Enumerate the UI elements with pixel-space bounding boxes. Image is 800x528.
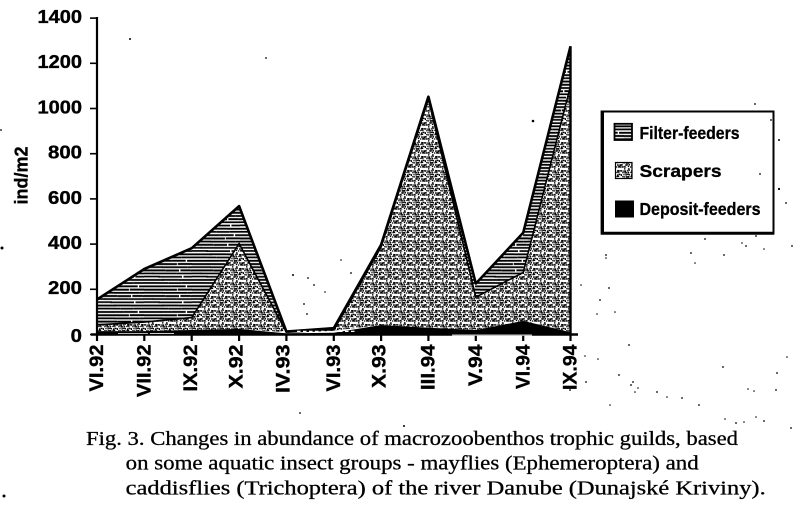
svg-text:1200: 1200 [38,52,83,72]
svg-text:VII.92: VII.92 [134,345,155,398]
svg-text:caddisflies (Trichoptera) of t: caddisflies (Trichoptera) of the river D… [126,477,766,499]
svg-text:III.94: III.94 [418,344,439,390]
svg-text:Scrapers: Scrapers [640,161,722,181]
svg-text:1400: 1400 [38,7,83,27]
svg-text:Fig. 3. Changes in abundance o: Fig. 3. Changes in abundance of macrozoo… [86,428,738,450]
svg-text:IX.92: IX.92 [181,345,202,392]
svg-text:IX.94: IX.94 [561,344,582,390]
svg-text:on some aquatic insect groups: on some aquatic insect groups - mayflies… [126,453,699,475]
svg-text:800: 800 [48,143,82,163]
svg-text:ind/m2: ind/m2 [12,146,32,204]
svg-text:X.92: X.92 [227,345,248,389]
svg-text:VI.94: VI.94 [514,344,535,389]
svg-text:0: 0 [71,326,82,346]
svg-text:1000: 1000 [38,97,83,117]
svg-text:400: 400 [48,233,82,253]
svg-text:600: 600 [48,188,82,208]
svg-text:200: 200 [48,278,82,298]
svg-text:VI.93: VI.93 [324,345,345,392]
svg-text:IV.93: IV.93 [274,345,295,394]
svg-text:X.93: X.93 [370,345,391,389]
svg-text:V.94: V.94 [466,344,487,386]
svg-text:Deposit-feeders: Deposit-feeders [640,199,761,219]
svg-text:Filter-feeders: Filter-feeders [640,123,740,143]
svg-text:VI.92: VI.92 [87,345,108,392]
